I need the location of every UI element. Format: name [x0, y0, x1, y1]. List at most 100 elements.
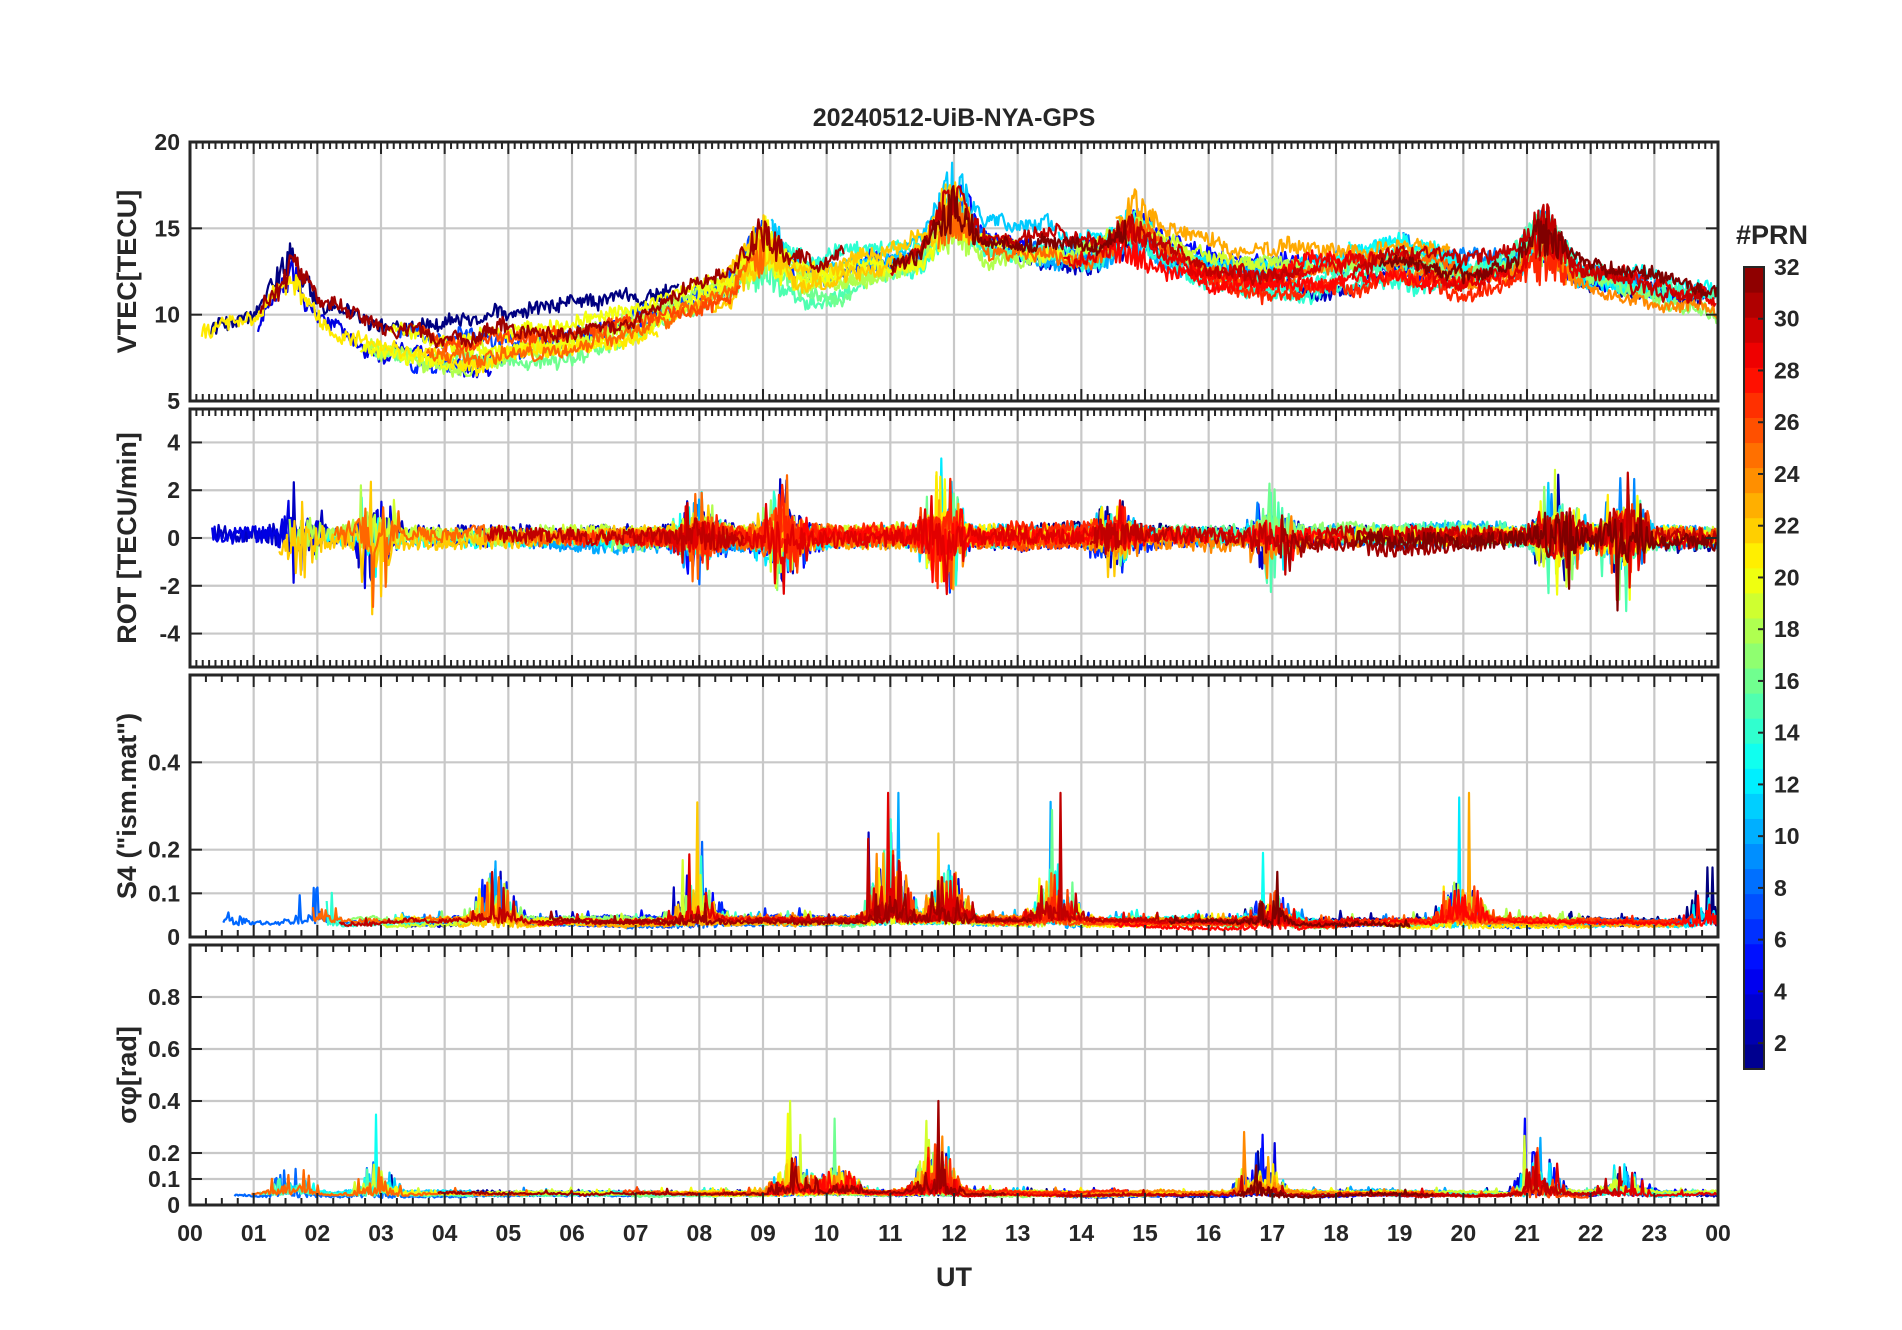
colorbar-label: #PRN	[1736, 220, 1808, 250]
y-tick-label-sigma_phi-5: 0.8	[148, 984, 180, 1010]
colorbar-bin-24	[1744, 467, 1764, 494]
x-tick-label-1: 01	[241, 1220, 267, 1246]
ticks-vtec	[189, 141, 1719, 402]
x-tick-label-24: 00	[1705, 1220, 1731, 1246]
colorbar-bin-16	[1744, 668, 1764, 694]
y-axis-label-s4: S4 ("ism.mat")	[112, 713, 142, 899]
colorbar-tick-label-15: 32	[1774, 254, 1800, 280]
y-tick-label-sigma_phi-4: 0.6	[148, 1036, 180, 1062]
colorbar-bin-31	[1744, 292, 1764, 318]
colorbar-bin-23	[1744, 492, 1764, 519]
y-tick-label-rot-1: -2	[160, 573, 180, 599]
x-tick-label-18: 18	[1323, 1220, 1349, 1246]
colorbar-bin-27	[1744, 392, 1764, 418]
colorbar-bin-26	[1744, 417, 1764, 444]
colorbar-bin-20	[1744, 567, 1764, 594]
series-sigma_phi-prn-31-seg-0	[437, 1099, 1007, 1197]
y-tick-label-sigma_phi-2: 0.2	[148, 1140, 180, 1166]
x-tick-label-3: 03	[368, 1220, 394, 1246]
x-tick-label-22: 22	[1578, 1220, 1604, 1246]
panel-s4: 0 0.1 0.2 0.4S4 ("ism.mat")	[112, 673, 1720, 950]
colorbar-bin-1	[1744, 1043, 1764, 1070]
x-tick-label-16: 16	[1196, 1220, 1222, 1246]
x-tick-label-4: 04	[432, 1220, 458, 1246]
y-tick-label-rot-0: -4	[160, 621, 181, 647]
series-s4-prn-6-seg-0	[442, 831, 1123, 925]
x-tick-label-9: 09	[750, 1220, 776, 1246]
colorbar-bin-21	[1744, 542, 1764, 569]
colorbar-bin-9	[1744, 843, 1764, 870]
x-tick-label-21: 21	[1514, 1220, 1540, 1246]
colorbar-bin-10	[1744, 818, 1764, 845]
ticks-rot	[189, 409, 1719, 667]
colorbar-bin-18	[1744, 617, 1764, 644]
series-group-s4	[222, 791, 1718, 932]
colorbar-tick-label-3: 8	[1774, 875, 1787, 901]
series-vtec-prn-25-seg-0	[425, 237, 766, 369]
colorbar-bin-12	[1744, 768, 1764, 794]
x-tick-label-19: 19	[1387, 1220, 1413, 1246]
series-vtec-prn-32-seg-1	[889, 185, 1128, 273]
x-tick-label-10: 10	[814, 1220, 840, 1246]
y-tick-label-s4-3: 0.4	[148, 749, 180, 775]
y-tick-label-sigma_phi-0: 0	[167, 1192, 180, 1218]
colorbar-tick-label-2: 6	[1774, 927, 1787, 953]
colorbar-tick-label-4: 10	[1774, 823, 1800, 849]
panel-sigma_phi: 00.10.2 0.4 0.6 0.8σφ[rad]	[112, 943, 1720, 1218]
series-vtec-prn-32-seg-0	[1378, 217, 1718, 298]
x-tick-label-6: 06	[559, 1220, 585, 1246]
x-tick-label-2: 02	[305, 1220, 331, 1246]
colorbar-tick-label-6: 14	[1774, 720, 1800, 746]
series-vtec-prn-19-seg-1	[1074, 210, 1298, 277]
y-tick-label-sigma_phi-3: 0.4	[148, 1088, 180, 1114]
x-tick-label-5: 05	[496, 1220, 522, 1246]
colorbar-bin-22	[1744, 517, 1764, 544]
y-tick-label-sigma_phi-1: 0.1	[148, 1166, 180, 1192]
y-tick-label-s4-1: 0.1	[148, 880, 180, 906]
x-tick-label-8: 08	[687, 1220, 713, 1246]
y-tick-label-rot-2: 0	[167, 525, 180, 551]
y-axis-label-sigma_phi: σφ[rad]	[112, 1026, 142, 1124]
ticks-sigma_phi	[189, 945, 1719, 1206]
series-group-vtec	[200, 161, 1718, 379]
colorbar-bin-32	[1744, 267, 1764, 293]
y-tick-label-vtec-0: 5	[167, 388, 180, 414]
series-rot-prn-25-seg-0	[333, 502, 795, 609]
x-tick-label-12: 12	[941, 1220, 967, 1246]
colorbar-bin-17	[1744, 642, 1764, 669]
panel-vtec: 5 10 15 20 VTEC[TECU]	[112, 129, 1720, 414]
series-s4-prn-32-seg-0	[1168, 870, 1411, 928]
y-tick-label-vtec-1: 10	[154, 302, 180, 328]
colorbar-bin-2	[1744, 1018, 1764, 1045]
colorbar-tick-label-9: 20	[1774, 564, 1800, 590]
colorbar-bin-25	[1744, 442, 1764, 469]
y-tick-label-s4-0: 0	[167, 924, 180, 950]
colorbar-bin-30	[1744, 317, 1764, 343]
series-rot-prn-32-seg-0	[1354, 503, 1718, 612]
colorbar-bin-7	[1744, 893, 1764, 920]
ticks-s4	[189, 675, 1719, 938]
colorbar-bin-4	[1744, 968, 1764, 995]
series-sigma_phi-prn-24-seg-0	[882, 1130, 1436, 1196]
colorbar-bin-28	[1744, 367, 1764, 393]
colorbar-bin-15	[1744, 693, 1764, 719]
x-tick-label-14: 14	[1069, 1220, 1095, 1246]
x-tick-label-7: 07	[623, 1220, 649, 1246]
colorbar-bin-29	[1744, 342, 1764, 368]
colorbar-tick-label-8: 18	[1774, 616, 1800, 642]
colorbar-tick-label-14: 30	[1774, 306, 1800, 332]
chart-title: 20240512-UiB-NYA-GPS	[813, 104, 1096, 132]
y-tick-label-s4-2: 0.2	[148, 837, 180, 863]
x-tick-label-23: 23	[1642, 1220, 1668, 1246]
series-vtec-prn-23-seg-0	[1115, 188, 1451, 261]
y-tick-label-vtec-2: 15	[154, 215, 180, 241]
colorbar-tick-label-7: 16	[1774, 668, 1800, 694]
x-tick-label-17: 17	[1260, 1220, 1286, 1246]
series-s4-prn-31-seg-0	[548, 879, 1033, 926]
colorbar-bin-14	[1744, 718, 1764, 744]
series-group-sigma_phi	[233, 1099, 1718, 1200]
colorbar-tick-label-1: 4	[1774, 978, 1787, 1004]
colorbar-bin-19	[1744, 592, 1764, 619]
